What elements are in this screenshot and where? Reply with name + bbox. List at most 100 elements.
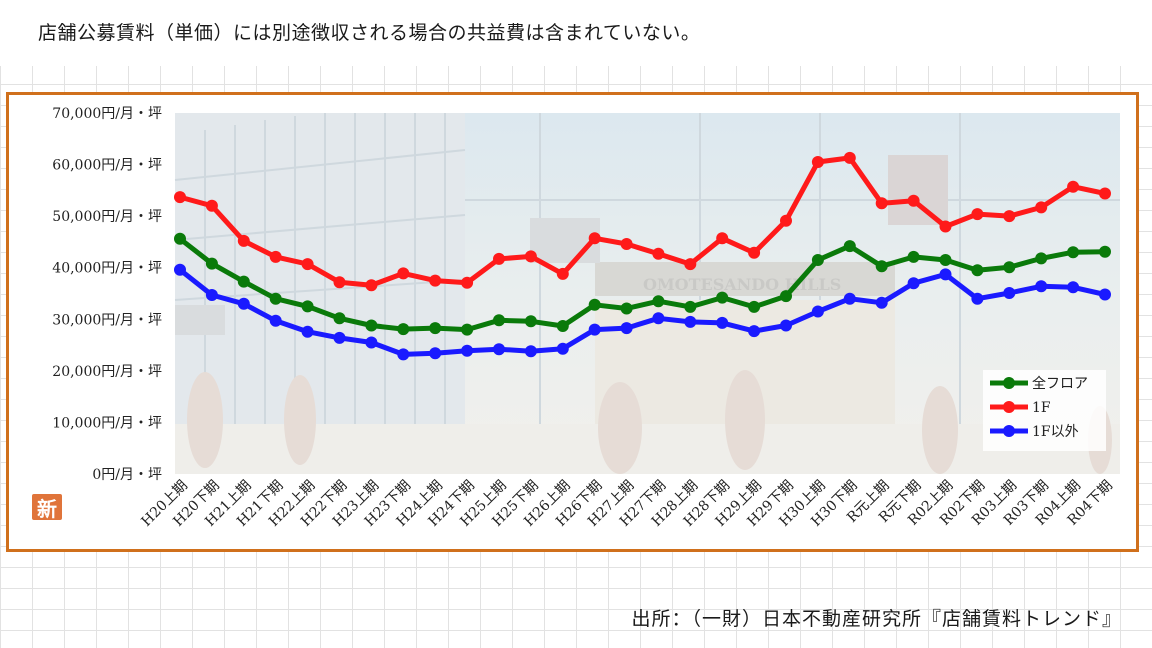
data-point <box>174 232 186 245</box>
data-point <box>556 342 569 355</box>
data-point <box>716 232 729 245</box>
source-note: 出所：（一財）日本不動産研究所『店舗賃料トレンド』 <box>631 608 1122 630</box>
legend-label: 1F <box>1032 400 1051 416</box>
data-point <box>1003 287 1016 299</box>
data-point <box>524 250 537 263</box>
x-axis: H20上期H20下期H21上期H21下期H22上期H22下期H23上期H23下期… <box>138 478 1115 530</box>
data-point <box>748 300 761 313</box>
data-point <box>939 220 952 233</box>
data-point <box>269 250 282 263</box>
data-point <box>971 264 984 277</box>
data-point <box>301 258 314 271</box>
data-point <box>333 276 346 289</box>
data-point <box>875 260 888 273</box>
y-tick-label: 30,000円/月・坪 <box>52 312 162 328</box>
data-point <box>875 197 888 210</box>
data-point <box>971 208 984 221</box>
data-point <box>333 312 346 325</box>
data-point <box>269 292 282 305</box>
data-point <box>588 232 601 245</box>
data-point <box>907 250 920 263</box>
data-point <box>205 199 218 212</box>
data-point <box>684 258 697 271</box>
data-point <box>588 323 601 336</box>
photo-sign: OMOTESANDO HILLS <box>643 275 841 294</box>
y-tick-label: 50,000円/月・坪 <box>52 209 162 225</box>
data-point <box>1035 280 1048 293</box>
y-tick-label: 40,000円/月・坪 <box>52 261 162 277</box>
data-point <box>1003 210 1016 223</box>
data-point <box>397 323 410 336</box>
data-point <box>1067 246 1080 259</box>
data-point <box>780 290 792 303</box>
data-point <box>620 302 633 315</box>
data-point <box>811 156 824 168</box>
new-badge: 新 <box>32 494 62 521</box>
data-point <box>493 314 505 327</box>
data-point <box>652 312 665 325</box>
data-point <box>301 325 314 338</box>
y-tick-label: 70,000円/月・坪 <box>52 106 162 122</box>
data-point <box>1035 252 1048 265</box>
data-point <box>237 234 250 247</box>
data-point <box>1067 180 1080 193</box>
data-point <box>684 315 697 328</box>
data-point <box>205 257 218 270</box>
legend-marker-0 <box>1003 377 1015 389</box>
data-point <box>652 295 665 308</box>
data-point <box>365 336 378 349</box>
y-axis: 0円/月・坪 10,000円/月・坪 20,000円/月・坪 30,000円/月・坪 4… <box>52 106 162 483</box>
data-point <box>748 325 761 338</box>
data-point <box>461 276 474 289</box>
data-point <box>397 267 410 280</box>
data-point <box>493 252 505 265</box>
data-point <box>684 300 697 313</box>
data-point <box>556 267 569 280</box>
data-point <box>780 214 792 227</box>
data-point <box>620 238 633 250</box>
data-point <box>429 322 442 335</box>
data-point <box>1099 187 1111 200</box>
data-point <box>429 347 442 360</box>
data-point <box>205 289 218 301</box>
chart-note: 店舗公募賃料（単価）には別途徴収される場合の共益費は含まれていない。 <box>38 22 701 44</box>
plot-area <box>174 151 1111 361</box>
legend-marker-2 <box>1003 425 1015 437</box>
data-point <box>365 319 378 332</box>
data-point <box>397 348 410 361</box>
data-point <box>811 305 824 318</box>
y-tick-label: 0円/月・坪 <box>92 467 162 483</box>
data-point <box>237 297 250 310</box>
legend-label: 全フロア <box>1032 375 1088 392</box>
data-point <box>493 343 505 356</box>
data-point <box>174 191 186 204</box>
data-point <box>748 246 761 259</box>
data-point <box>1099 288 1111 301</box>
data-point <box>1099 245 1111 258</box>
data-point <box>1003 261 1016 274</box>
header-band <box>0 0 1152 66</box>
y-tick-label: 10,000円/月・坪 <box>52 415 162 431</box>
data-point <box>939 254 952 266</box>
data-point <box>907 194 920 207</box>
data-point <box>174 263 186 276</box>
data-point <box>939 268 952 281</box>
data-point <box>429 274 442 287</box>
data-point <box>365 279 378 292</box>
background-photo: OMOTESANDO HILLS <box>174 113 1120 474</box>
legend: 全フロア 1F 1F以外 <box>983 370 1106 451</box>
data-point <box>461 323 474 336</box>
legend-marker-1 <box>1003 401 1015 413</box>
data-point <box>588 298 601 311</box>
y-tick-label: 20,000円/月・坪 <box>52 364 162 380</box>
data-point <box>716 316 729 329</box>
data-point <box>237 275 250 288</box>
data-point <box>524 315 537 328</box>
data-point <box>811 254 824 266</box>
data-point <box>620 322 633 335</box>
data-point <box>524 345 537 358</box>
y-tick-label: 60,000円/月・坪 <box>52 158 162 174</box>
data-point <box>843 292 856 305</box>
data-point <box>971 292 984 305</box>
